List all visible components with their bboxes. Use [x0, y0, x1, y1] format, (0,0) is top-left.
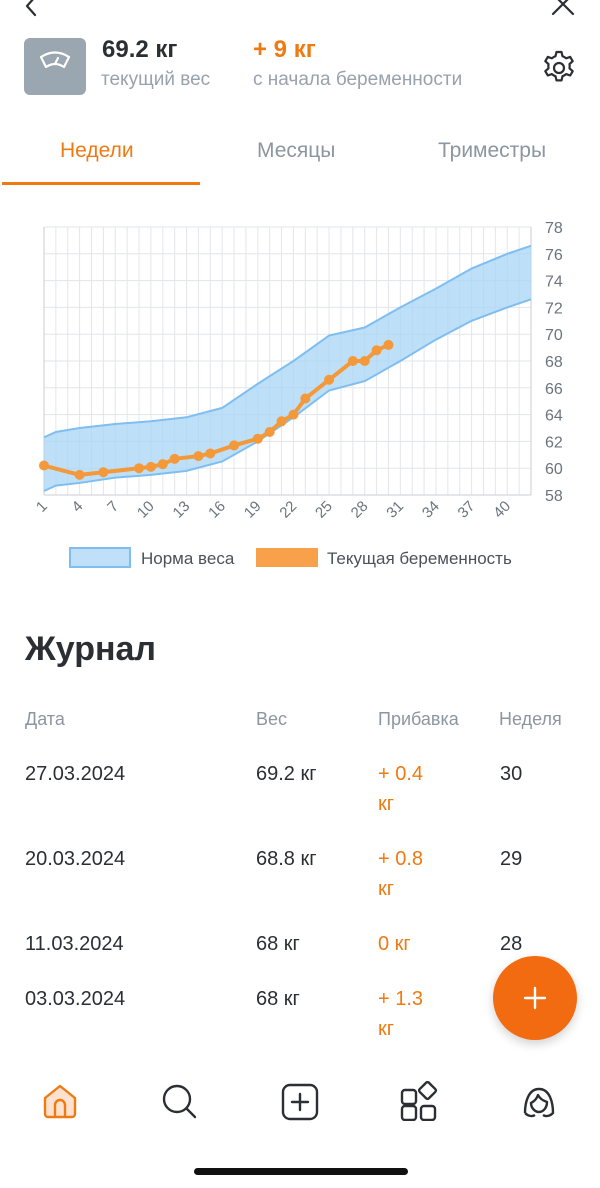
x-tick-label: 7	[104, 498, 122, 516]
x-tick-label: 19	[241, 498, 265, 522]
column-header-gain: Прибавка	[378, 709, 459, 729]
row-weight: 68.8 кг	[256, 848, 317, 870]
row-weight: 68 кг	[256, 933, 300, 955]
x-tick-label: 28	[348, 498, 372, 522]
current-weight-label: текущий вес	[101, 69, 211, 90]
series-band-upper-line	[43, 244, 532, 439]
weight-gain-label: с начала беременности	[253, 69, 463, 90]
y-tick-label: 68	[545, 354, 563, 371]
y-tick-label: 72	[545, 300, 563, 317]
legend-swatch-norm	[69, 547, 131, 568]
x-tick-label: 25	[312, 498, 336, 522]
data-point	[229, 440, 240, 451]
y-tick-label: 70	[545, 327, 563, 344]
chevron-left-icon[interactable]	[20, 0, 44, 18]
data-point	[134, 463, 145, 474]
home-icon[interactable]	[40, 1081, 80, 1121]
legend-label-current: Текущая беременность	[327, 549, 512, 568]
bottom-tab-bar	[0, 1075, 600, 1135]
journal-title: Журнал	[25, 630, 157, 668]
add-entry-button[interactable]	[493, 956, 577, 1040]
legend-label-norm: Норма веса	[141, 549, 235, 568]
data-point	[276, 416, 287, 427]
data-point	[324, 374, 335, 385]
y-tick-label: 76	[545, 247, 563, 264]
row-gain: + 0.4	[378, 763, 424, 785]
y-tick-label: 78	[545, 220, 563, 237]
row-week: 30	[500, 763, 523, 785]
weight-gain-value: + 9 кг	[253, 36, 316, 63]
plus-icon	[523, 986, 547, 1010]
row-date: 11.03.2024	[25, 933, 124, 955]
tab-months[interactable]: Месяцы	[257, 139, 336, 162]
profile-icon[interactable]	[519, 1081, 559, 1121]
data-point	[145, 461, 156, 472]
y-tick-label: 62	[545, 434, 563, 451]
gear-icon[interactable]	[540, 48, 578, 86]
x-tick-label: 10	[134, 498, 158, 522]
data-point	[371, 345, 382, 356]
column-header-weight: Вес	[256, 709, 288, 729]
data-point	[39, 460, 49, 471]
tab-weeks[interactable]: Недели	[60, 139, 134, 162]
row-weight: 69.2 кг	[256, 763, 317, 785]
x-tick-label: 37	[455, 498, 479, 522]
current-weight-value: 69.2 кг	[102, 36, 178, 63]
data-point	[193, 451, 204, 462]
weight-summary-header: 69.2 кг текущий вес + 9 кг с начала бере…	[0, 30, 600, 100]
legend-swatch-current	[256, 548, 318, 567]
active-tab-indicator	[2, 182, 200, 185]
row-gain: + 1.3	[378, 988, 424, 1010]
data-point	[169, 453, 180, 464]
y-tick-label: 74	[545, 274, 563, 291]
data-point	[300, 393, 311, 404]
row-date: 20.03.2024	[25, 848, 126, 870]
search-icon[interactable]	[159, 1081, 199, 1121]
x-tick-label: 31	[383, 498, 407, 522]
row-date: 03.03.2024	[25, 988, 126, 1010]
weight-chart: 58 60 62 64 66 68 70 72 74 76 78 1 4 7 10 13 16 19 22 25 28 3…	[33, 220, 563, 568]
data-point	[98, 467, 109, 478]
top-navigation	[0, 0, 600, 20]
apps-grid-icon[interactable]	[399, 1081, 439, 1121]
data-point	[74, 469, 85, 480]
x-tick-label: 22	[276, 498, 300, 522]
data-point	[264, 427, 275, 438]
add-square-icon[interactable]	[280, 1081, 320, 1121]
close-icon[interactable]	[550, 0, 576, 18]
y-tick-label: 64	[545, 408, 563, 425]
series-band-norm	[44, 245, 531, 491]
data-point	[383, 339, 394, 350]
row-gain-unit: кг	[378, 793, 395, 815]
data-point	[359, 356, 370, 366]
row-gain: + 0.8	[378, 848, 424, 870]
data-point	[347, 356, 358, 366]
scale-icon	[24, 38, 86, 95]
row-week: 28	[500, 933, 523, 955]
y-tick-label: 58	[545, 488, 563, 505]
period-tabs: Недели Месяцы Триместры	[0, 125, 600, 185]
row-weight: 68 кг	[256, 988, 300, 1010]
x-tick-label: 1	[33, 498, 51, 516]
row-date: 27.03.2024	[25, 763, 126, 785]
y-tick-label: 66	[545, 381, 563, 398]
data-point	[288, 409, 299, 420]
x-tick-label: 34	[419, 498, 443, 522]
x-tick-label: 4	[69, 498, 87, 516]
row-week: 29	[500, 848, 523, 870]
home-indicator	[194, 1168, 408, 1175]
column-header-date: Дата	[25, 709, 65, 729]
data-point	[157, 459, 168, 470]
x-tick-label: 16	[205, 498, 229, 522]
x-tick-label: 13	[170, 498, 194, 522]
row-gain-unit: кг	[378, 878, 395, 900]
y-tick-label: 60	[545, 461, 563, 478]
column-header-week: Неделя	[499, 709, 562, 729]
data-point	[252, 433, 263, 444]
row-gain: 0 кг	[378, 933, 411, 955]
data-point	[205, 448, 216, 459]
row-gain-unit: кг	[378, 1018, 395, 1040]
tab-trimesters[interactable]: Триместры	[438, 139, 547, 162]
x-tick-label: 40	[490, 498, 514, 522]
